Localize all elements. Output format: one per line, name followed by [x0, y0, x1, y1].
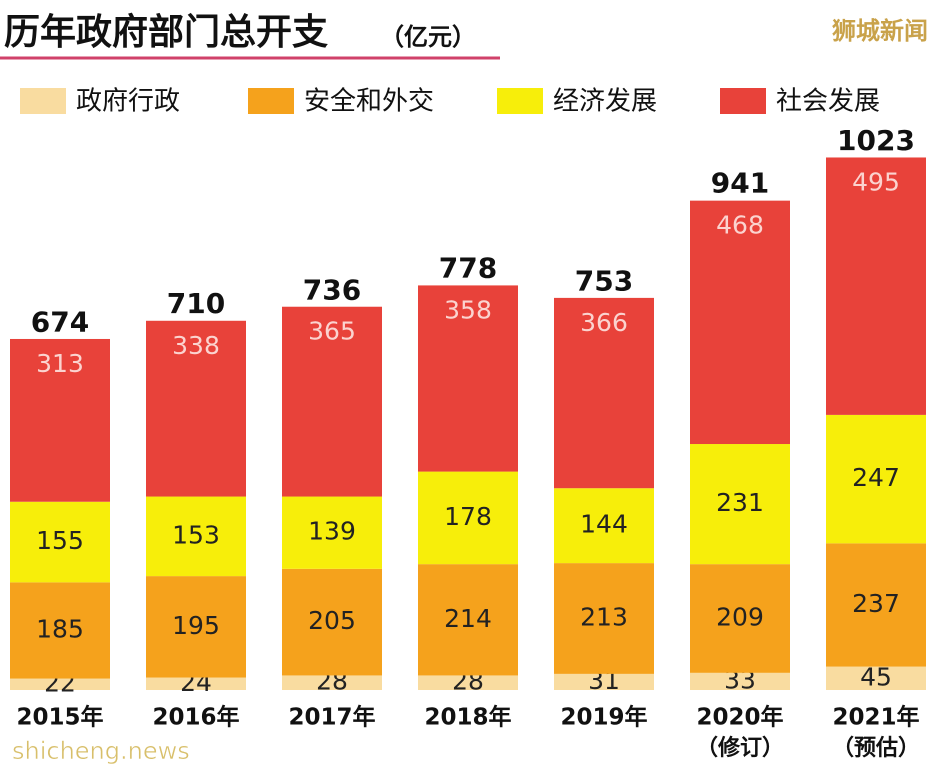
bar-segment — [690, 564, 790, 673]
bar-segment — [418, 564, 518, 676]
bar-segment — [282, 568, 382, 676]
source-mark: 狮城新闻 — [832, 17, 928, 45]
bar-segment — [690, 672, 790, 690]
value-label: 209 — [716, 602, 764, 631]
chart-subtitle: （亿元） — [380, 23, 476, 51]
chart-title: 历年政府部门总开支 — [4, 11, 328, 53]
bar-segment — [826, 414, 926, 544]
legend-label: 社会发展 — [776, 87, 880, 117]
bar-segment — [10, 501, 110, 583]
value-label: 366 — [580, 308, 628, 337]
value-label: 338 — [172, 331, 220, 360]
total-label: 674 — [31, 305, 89, 338]
total-label: 753 — [575, 264, 633, 297]
value-label: 468 — [716, 211, 764, 240]
value-label: 231 — [716, 488, 764, 517]
bar-segment — [418, 471, 518, 565]
bar-segment — [146, 677, 246, 690]
bar-segment — [10, 678, 110, 690]
value-label: 195 — [172, 611, 220, 640]
bar-segment — [690, 200, 790, 445]
value-label: 214 — [444, 604, 492, 633]
bar-segment — [146, 320, 246, 497]
value-label: 155 — [36, 526, 84, 555]
value-label: 495 — [852, 167, 900, 196]
bar-segment — [554, 563, 654, 674]
value-label: 365 — [308, 317, 356, 346]
bar-segment — [282, 675, 382, 690]
legend-label: 经济发展 — [553, 87, 657, 117]
legend-swatch — [248, 88, 294, 114]
legend-label: 安全和外交 — [304, 87, 434, 117]
x-tick-note: （修订） — [696, 735, 784, 761]
x-tick-label: 2020年 — [696, 704, 783, 731]
total-label: 710 — [167, 287, 225, 320]
x-tick-label: 2015年 — [16, 704, 103, 731]
bar-segment — [826, 157, 926, 415]
value-label: 144 — [580, 510, 628, 539]
bar-segment — [826, 666, 926, 690]
total-label: 941 — [711, 167, 769, 200]
bar-segment — [10, 338, 110, 502]
x-tick-label: 2016年 — [152, 704, 239, 731]
value-label: 185 — [36, 614, 84, 643]
bar-segment — [282, 306, 382, 497]
x-tick-note: （预估） — [832, 736, 920, 761]
value-label: 247 — [852, 463, 900, 492]
bar-segment — [418, 675, 518, 690]
bar-segment — [826, 543, 926, 667]
legend-swatch — [497, 88, 543, 114]
x-tick-label: 2018年 — [424, 704, 511, 731]
value-label: 178 — [444, 502, 492, 531]
total-label: 736 — [303, 273, 361, 306]
value-label: 213 — [580, 602, 628, 631]
bar-segment — [146, 496, 246, 577]
value-label: 313 — [36, 349, 84, 378]
value-label: 205 — [308, 606, 356, 635]
value-label: 45 — [860, 662, 892, 691]
bar-segment — [418, 285, 518, 472]
value-label: 358 — [444, 295, 492, 324]
total-label: 1023 — [837, 124, 915, 157]
bar-segment — [690, 444, 790, 565]
value-label: 153 — [172, 520, 220, 549]
total-label: 778 — [439, 251, 497, 284]
value-label: 139 — [308, 517, 356, 546]
value-label: 237 — [852, 589, 900, 618]
bar-segment — [554, 673, 654, 690]
legend-label: 政府行政 — [76, 87, 180, 117]
bar-segment — [282, 496, 382, 569]
legend-swatch — [20, 88, 66, 114]
bar-segment — [554, 297, 654, 489]
bar-segment — [10, 582, 110, 679]
x-tick-label: 2019年 — [560, 704, 647, 731]
bar-segment — [554, 488, 654, 564]
watermark: shicheng.news — [12, 737, 190, 765]
bar-segment — [146, 576, 246, 678]
x-tick-label: 2021年 — [832, 704, 919, 731]
x-tick-label: 2017年 — [288, 704, 375, 731]
legend-swatch — [720, 88, 766, 114]
